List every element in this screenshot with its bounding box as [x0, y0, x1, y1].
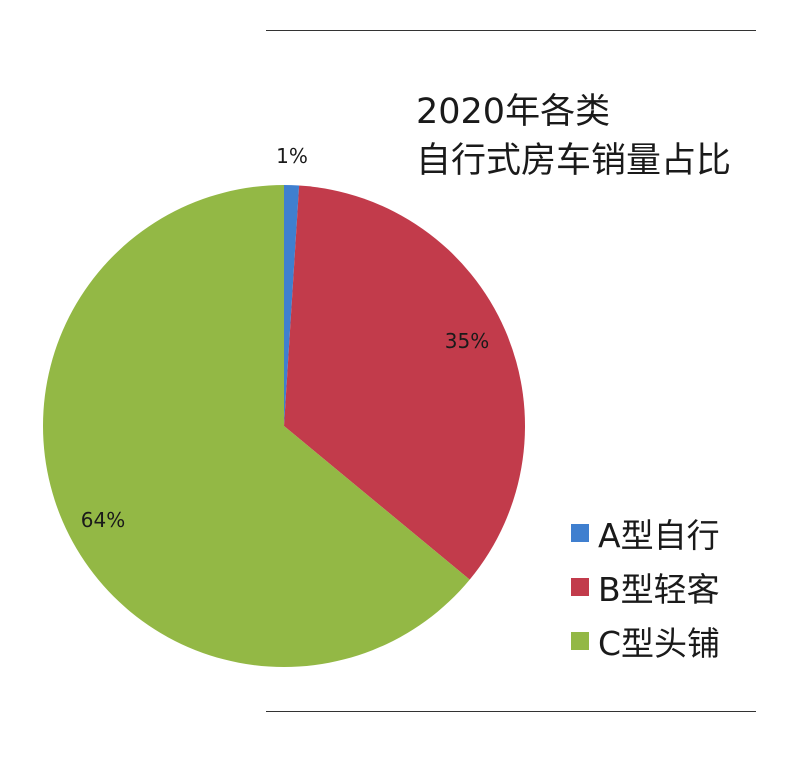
pie-label-b: 35% — [445, 329, 489, 353]
chart-title: 2020年各类 自行式房车销量占比 — [416, 88, 731, 186]
bottom-rule — [266, 711, 756, 712]
legend-swatch-b — [571, 578, 589, 596]
pie-label-c: 64% — [81, 508, 125, 532]
chart-title-line-1: 2020年各类 — [416, 92, 611, 132]
legend-swatch-a — [571, 524, 589, 542]
pie-slice-b — [284, 185, 526, 580]
pie-slice-c — [43, 185, 470, 667]
pie-slices — [43, 185, 526, 667]
legend-item-b: B型轻客 — [571, 560, 720, 614]
legend-item-c: C型头铺 — [571, 614, 720, 668]
pie-slice-labels: 1% 35% 64% — [81, 144, 489, 532]
legend-item-a: A型自行 — [571, 506, 720, 560]
pie-slice-a — [284, 185, 300, 426]
top-rule — [266, 30, 756, 31]
legend-swatch-c — [571, 632, 589, 650]
legend-label-b: B型轻客 — [598, 570, 720, 609]
legend-label-c: C型头铺 — [598, 624, 721, 663]
legend: A型自行 B型轻客 C型头铺 — [571, 506, 720, 668]
legend-label-a: A型自行 — [598, 516, 720, 555]
chart-title-line-2: 自行式房车销量占比 — [416, 141, 732, 181]
pie-label-a: 1% — [276, 144, 308, 168]
